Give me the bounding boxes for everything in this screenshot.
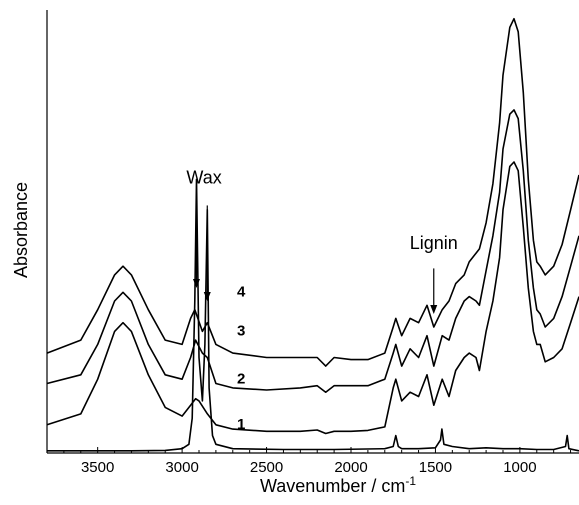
series-label-3: 3 [237, 323, 245, 340]
axes: 3500 3000 2500 2000 1500 1000 [46, 10, 579, 476]
x-tick-label: 3500 [81, 459, 114, 476]
annotations: 1 2 3 4 Wax Lignin [186, 168, 457, 433]
spectrum-line-2 [46, 161, 579, 435]
x-axis-label-superscript: -1 [405, 474, 416, 488]
series-label-2: 2 [237, 371, 245, 388]
x-tick-label: 2000 [334, 459, 367, 476]
spectra [46, 17, 579, 452]
x-tick-label: 1500 [419, 459, 452, 476]
lignin-arrow-head [430, 305, 438, 315]
series-label-1: 1 [237, 416, 245, 433]
spectrum-line-4 [46, 17, 579, 367]
lignin-annotation-label: Lignin [410, 233, 458, 253]
series-label-4: 4 [237, 284, 246, 301]
wax-annotation-label: Wax [186, 168, 221, 188]
spectrum-line-3 [46, 109, 579, 393]
x-tick-label: 3000 [165, 459, 198, 476]
y-axis-label: Absorbance [11, 182, 31, 278]
spectrum-line-1 [47, 178, 579, 452]
wax-arrow-head [203, 291, 211, 301]
x-tick-label: 2500 [250, 459, 283, 476]
wax-arrow-head [192, 278, 200, 288]
x-tick-label: 1000 [503, 459, 536, 476]
x-axis-label: Wavenumber / cm-1 [260, 474, 416, 496]
